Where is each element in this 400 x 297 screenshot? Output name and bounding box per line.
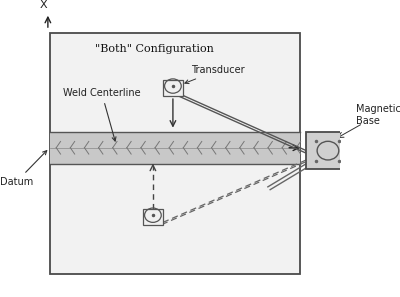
Bar bbox=[50, 148, 300, 164]
Bar bbox=[163, 80, 183, 96]
Text: Transducer: Transducer bbox=[185, 65, 245, 83]
Text: Datum: Datum bbox=[0, 151, 47, 187]
Text: "Both" Configuration: "Both" Configuration bbox=[95, 45, 214, 54]
Text: Y: Y bbox=[305, 151, 311, 161]
Bar bbox=[143, 209, 163, 225]
Text: Weld Centerline: Weld Centerline bbox=[63, 88, 140, 141]
Bar bbox=[50, 132, 300, 148]
Text: Magnetic
Base: Magnetic Base bbox=[356, 104, 400, 126]
Bar bbox=[50, 33, 300, 274]
Bar bbox=[306, 132, 350, 169]
Text: X: X bbox=[40, 0, 47, 10]
